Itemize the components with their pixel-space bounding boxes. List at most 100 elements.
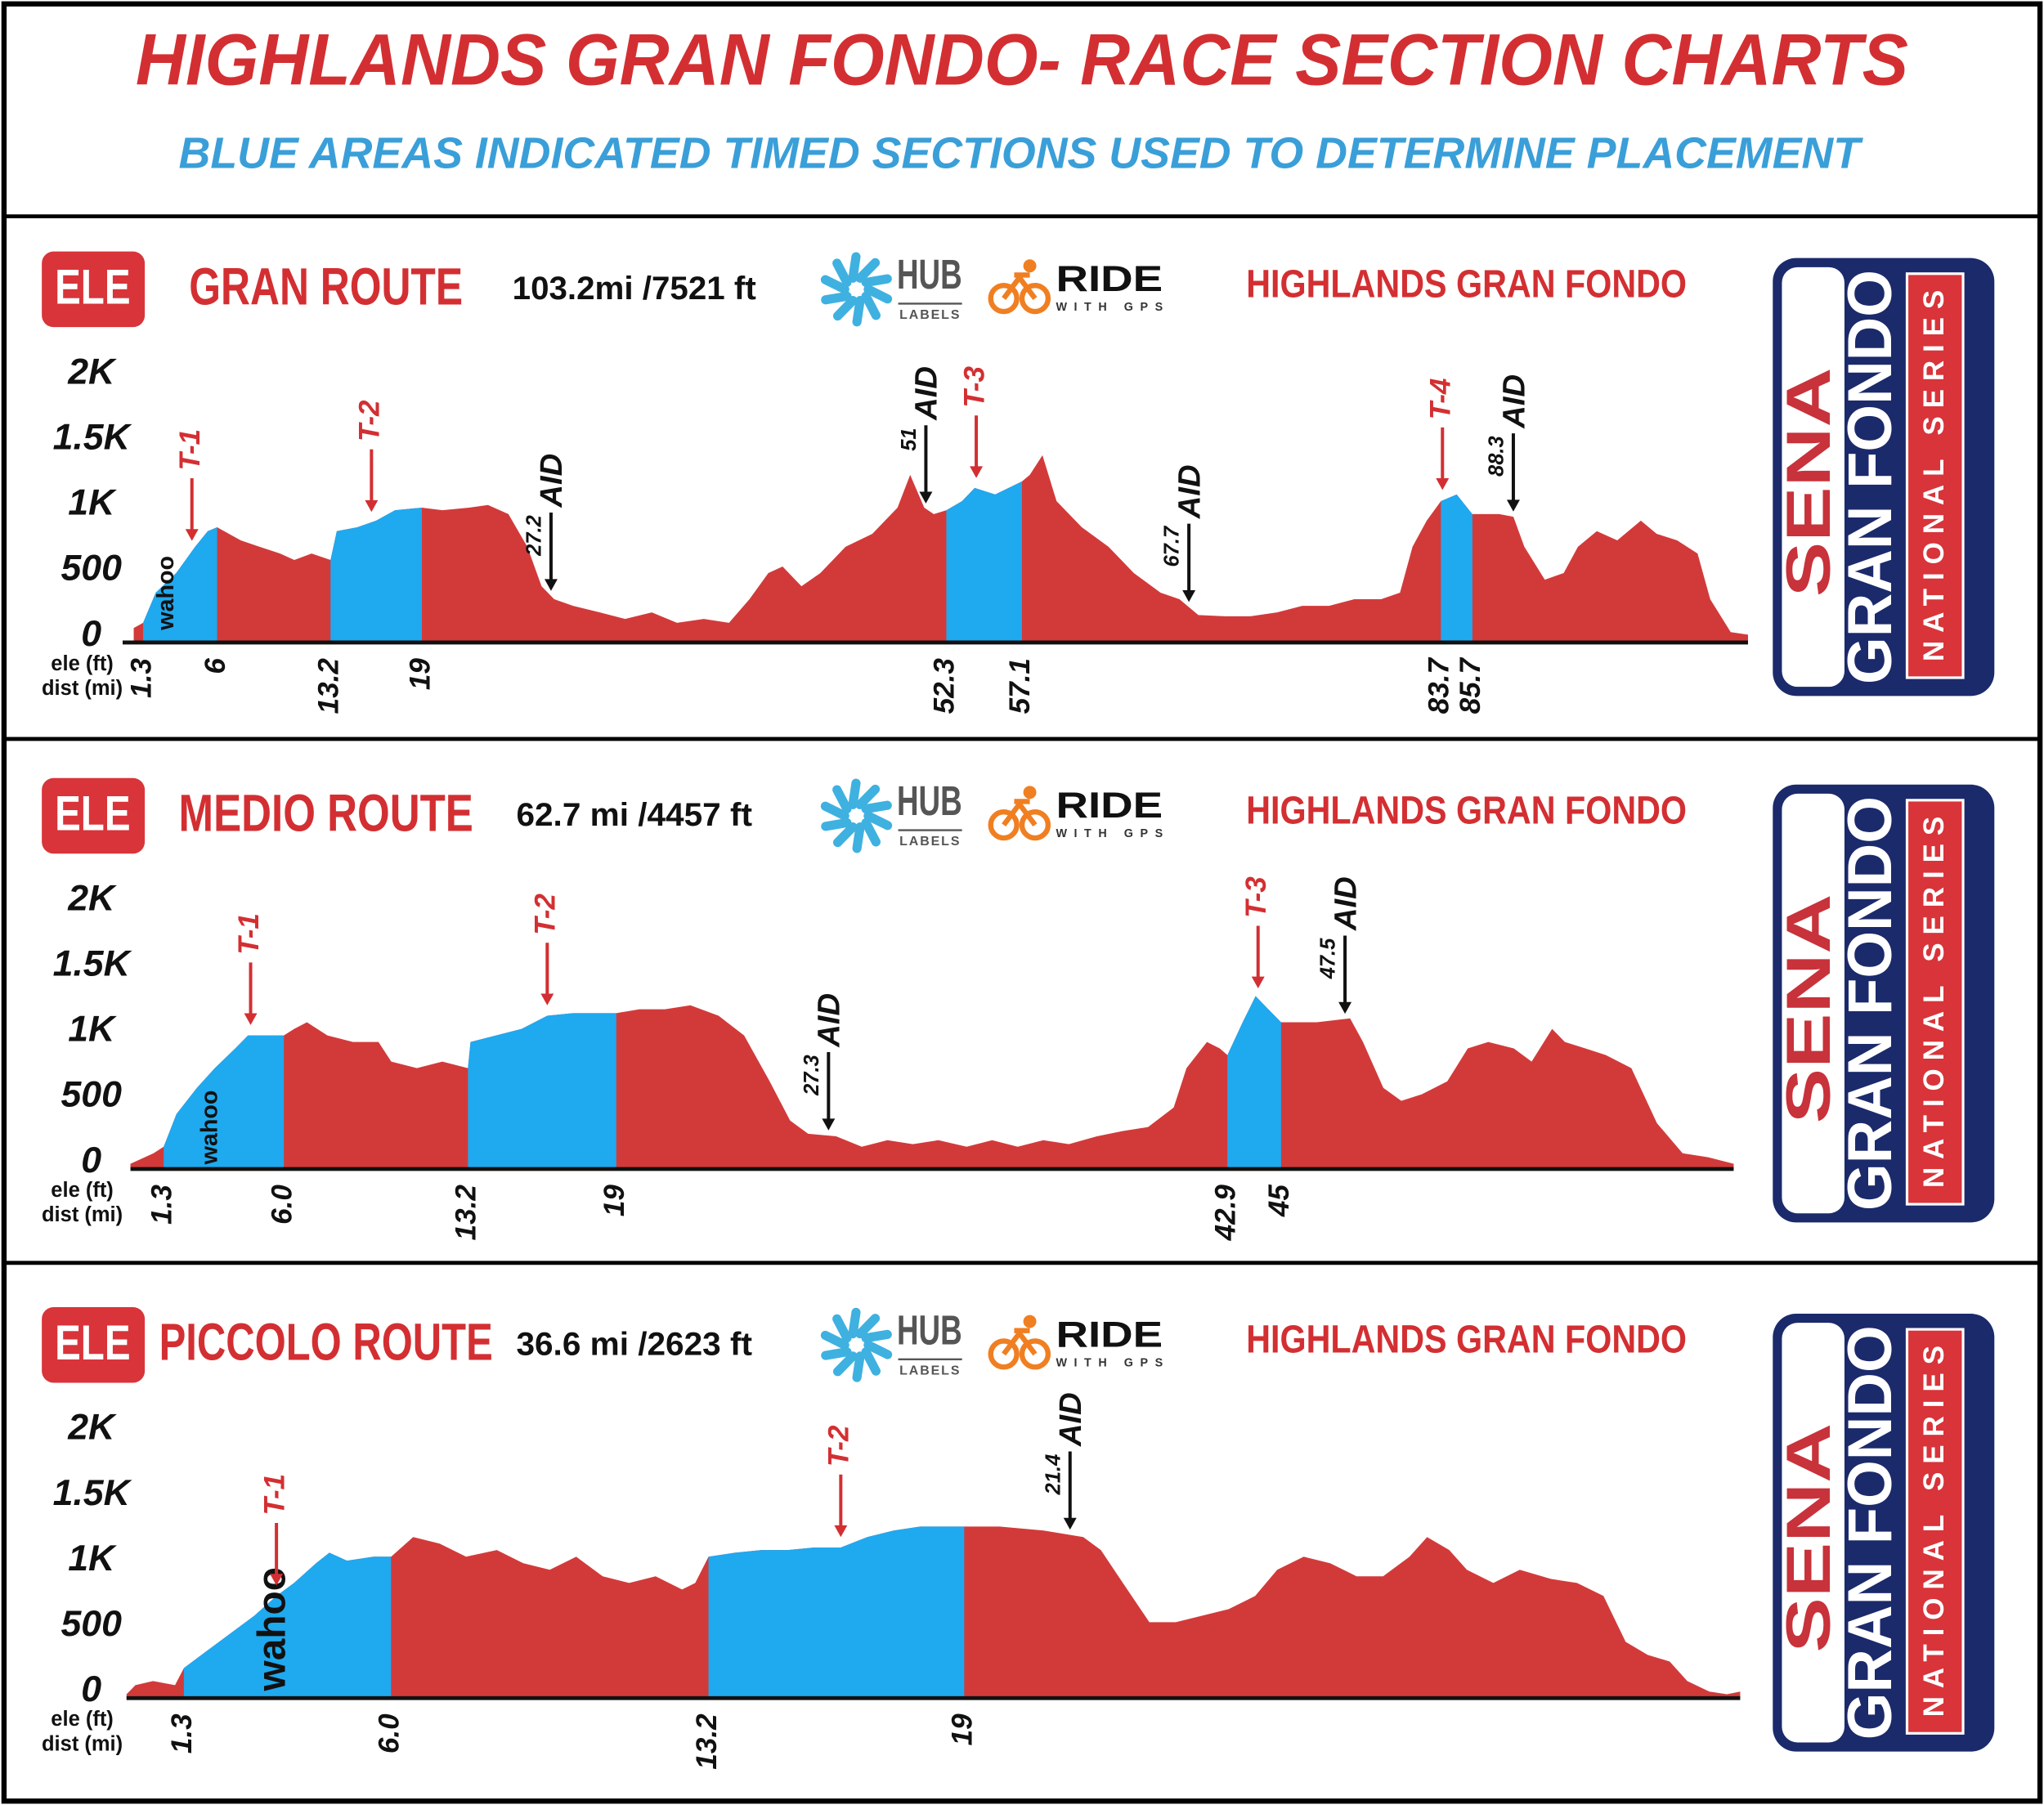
route-stats: 103.2mi /7521 ft <box>513 271 756 307</box>
ride-icon <box>1023 1315 1037 1328</box>
aid-mile: 27.2 <box>523 515 546 557</box>
x-tick-label: 19 <box>947 1713 979 1746</box>
hub-icon <box>861 1329 892 1343</box>
aid-arrowhead <box>1182 589 1196 602</box>
marker-arrowhead <box>270 1574 284 1586</box>
timed-section <box>183 1552 392 1699</box>
y-tick-label: 2K <box>67 878 117 918</box>
aid-mile: 47.5 <box>1317 938 1340 979</box>
y-tick-label: 500 <box>61 549 122 589</box>
aid-mile: 88.3 <box>1486 436 1508 477</box>
hub-icon <box>820 275 849 294</box>
sena-logo-panel <box>1782 266 1845 688</box>
x-tick-label: 13.2 <box>313 658 345 714</box>
y-axis-label: ele (ft) <box>51 1179 114 1202</box>
national-text: NATIONAL SERIES <box>1918 1346 1950 1717</box>
aid-label: AID <box>1053 1392 1088 1447</box>
x-tick-label: 13.2 <box>450 1185 482 1241</box>
national-box <box>1905 799 1965 1206</box>
page-subtitle: BLUE AREAS INDICATED TIMED SECTIONS USED… <box>179 129 1863 178</box>
marker-label: T-1 <box>174 429 206 471</box>
marker-arrowhead <box>1436 478 1450 490</box>
ele-logo <box>42 251 146 328</box>
aid-mile: 51 <box>898 428 921 450</box>
hub-icon <box>821 291 852 305</box>
hub-icon <box>821 1347 852 1360</box>
hub-icon <box>832 822 858 848</box>
marker-arrowhead <box>244 1013 258 1025</box>
ele-logo <box>42 777 146 854</box>
hub-icon <box>855 258 881 283</box>
marker-arrowhead <box>185 529 199 541</box>
y-tick-label: 0 <box>81 614 101 654</box>
x-tick-label: 1.3 <box>146 1185 177 1225</box>
marker-arrowhead <box>970 466 984 478</box>
aid-label: AID <box>534 454 569 508</box>
x-tick-label: 45 <box>1263 1185 1295 1218</box>
hub-icon <box>861 1347 881 1376</box>
timed-section <box>946 481 1022 643</box>
y-tick-label: 500 <box>61 1604 122 1644</box>
y-tick-label: 2K <box>67 1408 117 1448</box>
x-axis-label: dist (mi) <box>42 1732 123 1755</box>
ride-logo-text: RIDE <box>1056 1315 1163 1355</box>
route-title: MEDIO ROUTE <box>179 783 473 842</box>
y-axis-label: ele (ft) <box>51 1708 114 1731</box>
timed-section <box>330 507 422 643</box>
x-tick-label: 6.0 <box>374 1713 406 1753</box>
aid-label: AID <box>1496 374 1531 429</box>
hub-icon <box>855 784 881 809</box>
aid-mile: 21.4 <box>1042 1454 1065 1496</box>
hub-icon <box>832 1351 858 1377</box>
x-tick-label: 13.2 <box>691 1713 723 1770</box>
ele-logo-text: ELE <box>55 1315 130 1370</box>
page-title: HIGHLANDS GRAN FONDO- RACE SECTION CHART… <box>136 18 1908 100</box>
ride-icon <box>988 809 1020 841</box>
hub-logo-text: HUB <box>897 1306 962 1353</box>
hub-icon <box>832 785 852 814</box>
ele-logo-text: ELE <box>55 786 130 841</box>
route-stats: 36.6 mi /2623 ft <box>516 1326 752 1362</box>
hub-icon <box>820 801 849 821</box>
aid-arrowhead <box>1063 1517 1077 1530</box>
hub-icon <box>821 817 852 831</box>
hub-icon <box>848 252 861 283</box>
ele-logo-text: ELE <box>55 259 130 315</box>
marker-label: T-2 <box>354 400 386 441</box>
route-title: PICCOLO ROUTE <box>159 1313 493 1372</box>
marker-label: T-2 <box>823 1425 855 1467</box>
hub-icon <box>861 817 881 847</box>
hub-icon <box>863 811 893 831</box>
national-text: NATIONAL SERIES <box>1918 290 1950 661</box>
x-tick-label: 6.0 <box>266 1185 298 1225</box>
x-axis-label: dist (mi) <box>42 1203 123 1226</box>
route-title: GRAN ROUTE <box>189 257 463 316</box>
y-tick-label: 2K <box>67 352 117 392</box>
gran-fondo-text: GRAN FONDO <box>1836 796 1905 1211</box>
ride-icon <box>988 1338 1020 1370</box>
national-box <box>1905 272 1965 679</box>
ride-icon <box>1019 282 1051 315</box>
y-tick-label: 0 <box>81 1669 101 1709</box>
timed-section <box>1227 996 1281 1170</box>
aid-arrowhead <box>1338 1001 1352 1014</box>
aid-mile: 67.7 <box>1161 525 1184 567</box>
wahoo-logo: wahoo <box>153 556 179 631</box>
gran-fondo-text: GRAN FONDO <box>1836 1325 1905 1740</box>
marker-arrowhead <box>365 499 379 513</box>
gran-fondo-text: GRAN FONDO <box>1836 270 1905 684</box>
aid-mile: 27.3 <box>800 1055 823 1096</box>
ele-logo <box>42 1307 146 1383</box>
hub-icon <box>855 1314 881 1339</box>
hub-icon <box>852 822 865 853</box>
y-tick-label: 0 <box>81 1140 101 1180</box>
sena-logo-text: SENA <box>1774 894 1844 1124</box>
ride-icon <box>1023 786 1037 799</box>
hub-icon <box>852 295 865 327</box>
brand-name: HIGHLANDS GRAN FONDO <box>1246 262 1687 306</box>
hub-logo-text: HUB <box>897 777 962 824</box>
aid-arrowhead <box>1506 499 1520 512</box>
y-tick-label: 1K <box>68 1539 117 1579</box>
national-text: NATIONAL SERIES <box>1918 817 1950 1188</box>
